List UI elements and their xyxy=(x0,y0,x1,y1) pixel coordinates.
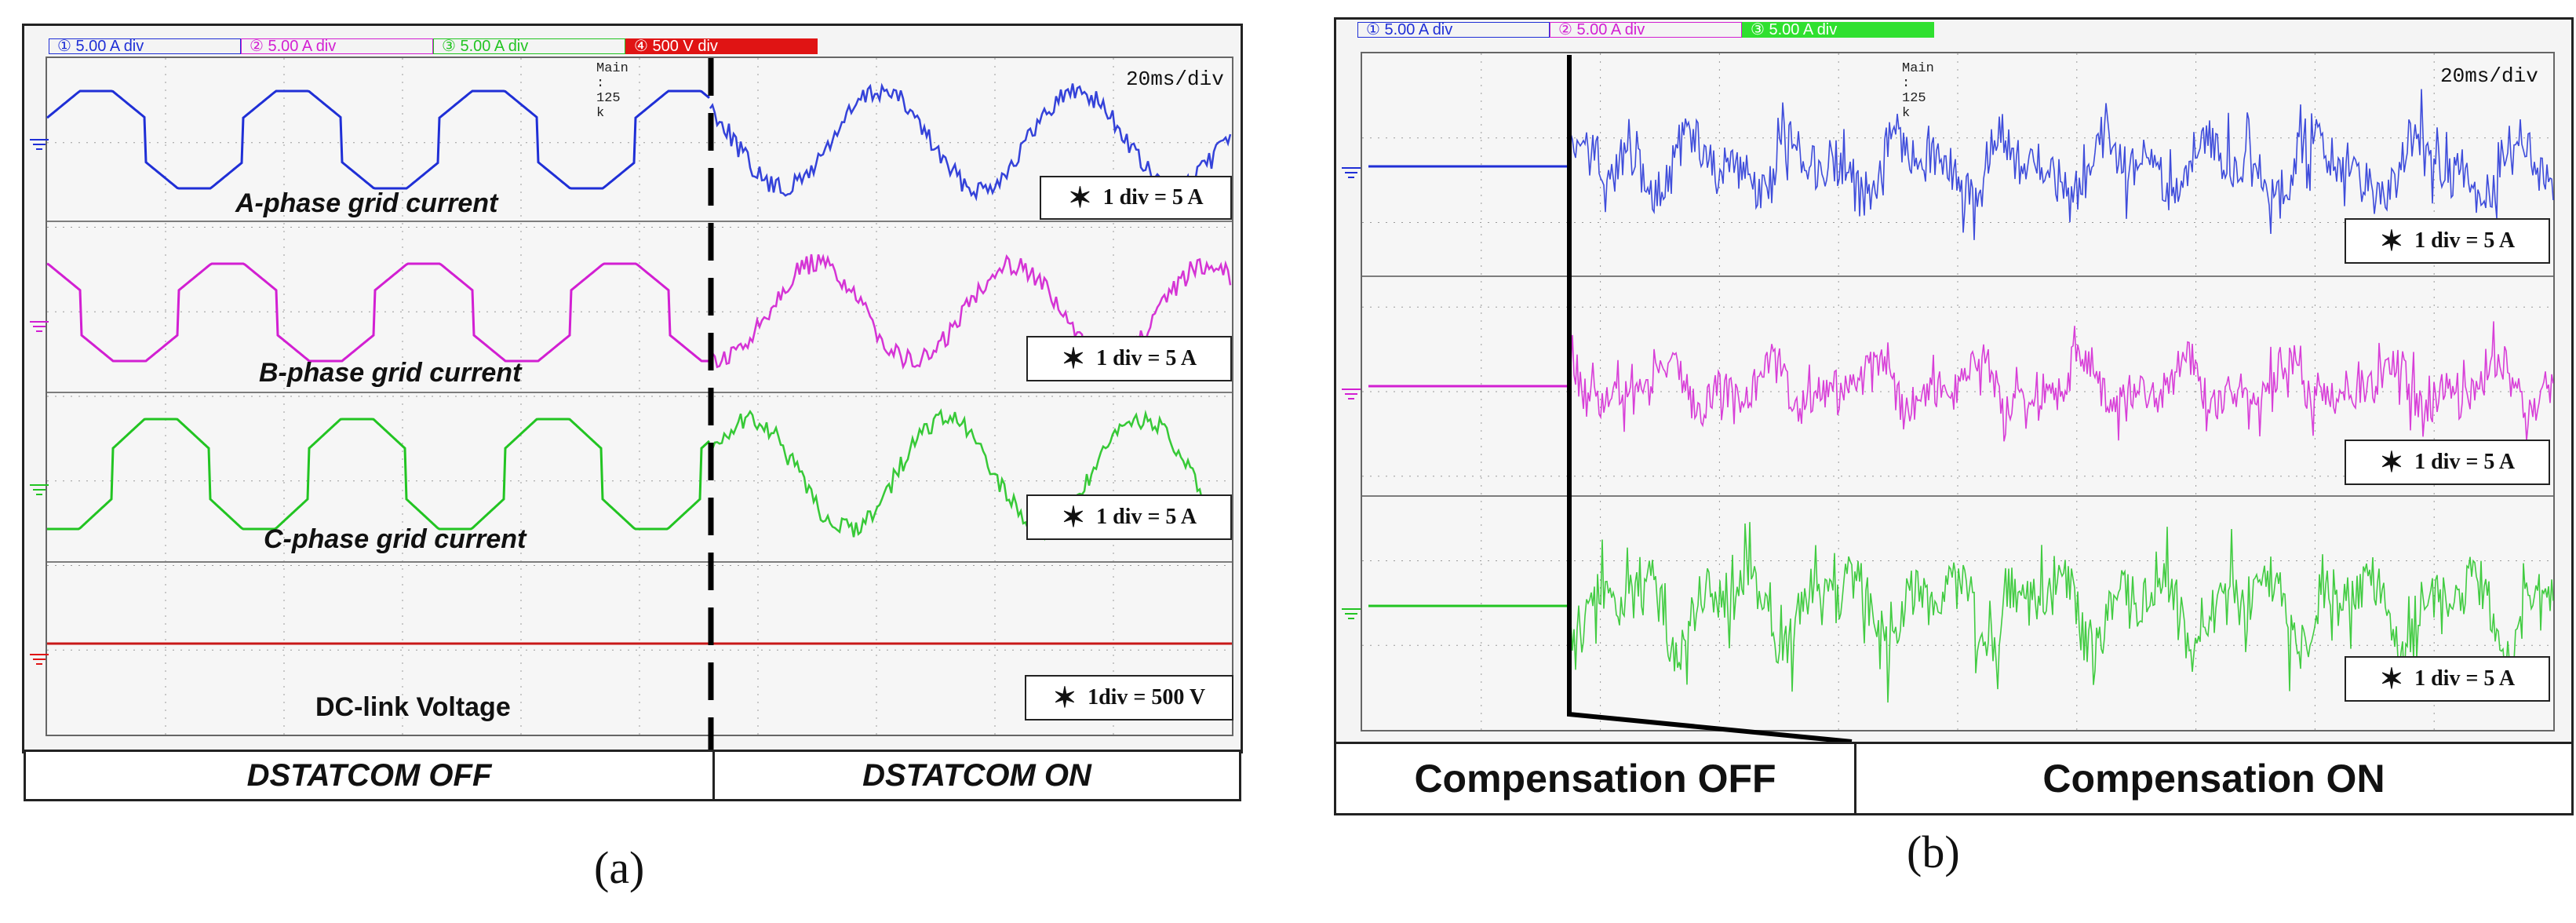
scale-box-b-2: ✶ 1 div = 5 A xyxy=(2345,440,2550,485)
star-icon: ✶ xyxy=(2379,447,2404,478)
series-c-phase-off xyxy=(47,418,711,531)
series-b2-on xyxy=(1569,321,2554,442)
caption-b: (b) xyxy=(1907,826,1960,877)
star-icon: ✶ xyxy=(1052,682,1077,713)
scale-box-a-3: ✶ 1 div = 5 A xyxy=(1026,494,1232,540)
main-label-a: Main : 125 k xyxy=(596,61,629,121)
series-b1-on xyxy=(1569,89,2554,240)
state-bar-a: DSTATCOM OFF DSTATCOM ON xyxy=(24,750,1241,801)
state-off-a: DSTATCOM OFF xyxy=(246,757,492,793)
ground-marker-icon xyxy=(1342,167,1361,178)
ground-marker-icon xyxy=(30,654,49,665)
ground-marker-icon xyxy=(1342,389,1361,399)
grid-a xyxy=(47,58,1232,735)
channel-1-a: ① 5.00 A div xyxy=(49,38,241,54)
star-icon: ✶ xyxy=(1061,502,1086,533)
series-a-phase-on xyxy=(709,82,1232,202)
timebase-a: 20ms/div xyxy=(1126,67,1224,91)
star-icon: ✶ xyxy=(1068,182,1092,213)
channel-3-a: ③ 5.00 A div xyxy=(433,38,625,54)
state-off-b: Compensation OFF xyxy=(1414,757,1776,801)
channel-3-b: ③ 5.00 A div xyxy=(1742,22,1934,38)
channel-bar-a: ① 5.00 A div ② 5.00 A div ③ 5.00 A div ④… xyxy=(49,38,818,56)
ground-marker-icon xyxy=(1342,608,1361,619)
channel-4-a: ④ 500 V div xyxy=(625,38,818,54)
state-on-b: Compensation ON xyxy=(1854,744,2571,813)
caption-a: (a) xyxy=(594,842,645,893)
series-a-phase-off xyxy=(46,89,710,190)
ground-marker-icon xyxy=(30,139,49,150)
series-c-phase-on xyxy=(709,408,1232,542)
channel-2-b: ② 5.00 A div xyxy=(1550,22,1742,38)
main-label-b: Main : 125 k xyxy=(1902,61,1934,121)
scale-box-a-2: ✶ 1 div = 5 A xyxy=(1026,336,1232,381)
scale-box-a-1: ✶ 1 div = 5 A xyxy=(1040,176,1232,220)
timebase-b: 20ms/div xyxy=(2440,64,2538,88)
state-bar-b: Compensation OFF Compensation ON xyxy=(1334,742,2574,815)
ground-marker-icon xyxy=(30,484,49,495)
state-on-a: DSTATCOM ON xyxy=(712,752,1239,799)
channel-1-b: ① 5.00 A div xyxy=(1357,22,1550,38)
switch-marker-b xyxy=(1567,55,1853,744)
star-icon: ✶ xyxy=(2379,663,2404,695)
scale-box-a-4: ✶ 1div = 500 V xyxy=(1025,675,1233,721)
series-b3-on xyxy=(1569,522,2554,703)
series-b-phase-off xyxy=(46,262,709,363)
trace-label-a-phase: A-phase grid current xyxy=(235,188,498,218)
scale-box-b-1: ✶ 1 div = 5 A xyxy=(2345,218,2550,264)
ground-marker-icon xyxy=(30,321,49,332)
star-icon: ✶ xyxy=(2379,225,2404,257)
scale-box-b-3: ✶ 1 div = 5 A xyxy=(2345,656,2550,702)
star-icon: ✶ xyxy=(1061,343,1086,374)
trace-label-b-phase: B-phase grid current xyxy=(259,358,522,388)
trace-label-c-phase: C-phase grid current xyxy=(264,524,526,554)
channel-bar-b: ① 5.00 A div ② 5.00 A div ③ 5.00 A div xyxy=(1357,22,1934,39)
trace-label-dc-link: DC-link Voltage xyxy=(315,692,511,722)
channel-2-a: ② 5.00 A div xyxy=(241,38,433,54)
